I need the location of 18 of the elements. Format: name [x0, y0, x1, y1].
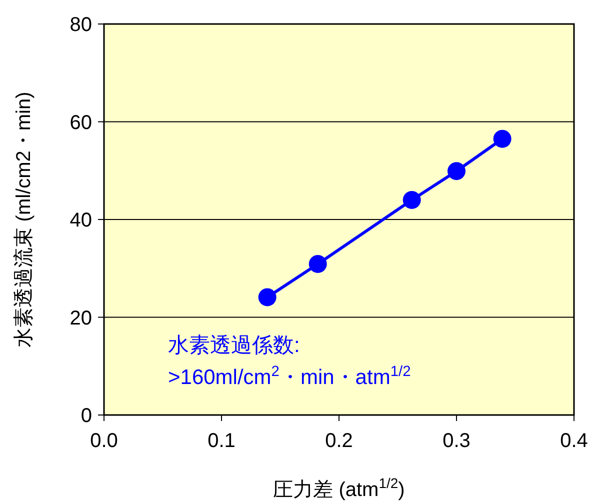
- point: [448, 162, 466, 180]
- point: [258, 288, 276, 306]
- annotation: 水素透過係数: >160ml/cm$^{2}$・min・atm$^{1/2}$: [168, 334, 411, 389]
- x-tick-label: 0.1: [208, 430, 236, 452]
- x-tick-label: 0.0: [90, 430, 118, 452]
- x-tick-label: 0.2: [325, 430, 353, 452]
- x-axis-title: 圧力差 (atm$^{1/2}$): [273, 475, 405, 501]
- point: [493, 130, 512, 148]
- y-tick-label: 80: [70, 14, 92, 36]
- x-tick-label: 0.3: [442, 430, 470, 452]
- y-tick-label: 60: [70, 112, 92, 134]
- y-axis-title: 水素透過流束 (ml/cm2・min): [13, 92, 35, 348]
- point: [402, 190, 421, 209]
- x-tick-label: 0.4: [560, 430, 588, 452]
- y-tick-label: 20: [70, 307, 92, 330]
- point: [308, 254, 327, 273]
- y-tick-label: 0: [80, 405, 92, 427]
- y-tick-label: 40: [70, 210, 92, 232]
